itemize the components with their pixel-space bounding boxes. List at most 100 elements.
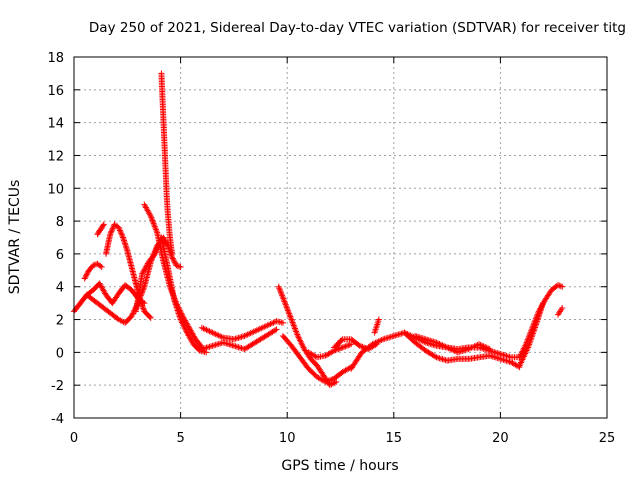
data-point <box>174 301 181 308</box>
x-tick-label: 25 <box>599 431 616 446</box>
data-point <box>275 283 282 290</box>
data-point <box>290 321 297 328</box>
data-point <box>116 227 123 234</box>
y-tick-label: -4 <box>51 412 64 427</box>
data-point <box>148 216 155 223</box>
data-point <box>118 230 125 237</box>
data-point <box>282 301 289 308</box>
data-point <box>169 250 176 257</box>
data-point <box>148 214 155 221</box>
series-track-15 <box>333 337 344 351</box>
data-point <box>171 259 178 266</box>
data-point <box>100 222 107 229</box>
data-point <box>554 282 561 289</box>
series-track-3 <box>94 221 107 238</box>
data-point <box>83 272 90 279</box>
data-point <box>174 303 181 310</box>
data-point <box>129 311 136 318</box>
data-point <box>356 342 363 349</box>
series-track-17 <box>371 316 382 336</box>
data-point <box>287 315 294 322</box>
data-point <box>559 305 566 312</box>
data-point <box>288 316 295 323</box>
data-point <box>280 297 287 304</box>
data-point <box>276 286 283 293</box>
data-point <box>540 300 547 307</box>
y-tick-label: 16 <box>47 84 64 99</box>
y-axis-label: SDTVAR / TECUs <box>7 180 23 295</box>
data-point <box>293 329 300 336</box>
data-point <box>150 219 157 226</box>
data-point <box>272 327 279 334</box>
data-point <box>115 224 122 231</box>
data-point <box>329 348 336 355</box>
data-point <box>97 262 104 269</box>
plot-frame <box>73 56 608 419</box>
y-tick-label: 10 <box>47 182 64 197</box>
data-point <box>346 341 353 348</box>
data-point <box>147 213 154 220</box>
y-tick-label: -2 <box>51 379 64 394</box>
data-point <box>296 335 303 342</box>
data-point <box>277 289 284 296</box>
data-point <box>140 305 147 312</box>
data-point <box>176 307 183 314</box>
data-point <box>295 334 302 341</box>
series-track-11 <box>275 283 340 389</box>
series-track-5 <box>83 280 148 307</box>
data-point <box>291 324 298 331</box>
data-point <box>153 228 160 235</box>
data-point <box>81 275 88 282</box>
data-point <box>279 319 286 326</box>
tick-labels: 0 5 10 15 20 25 -4 -2 0 2 4 6 8 10 12 14 16 18 <box>47 51 615 446</box>
data-point <box>152 249 159 256</box>
grid-lines <box>74 57 607 418</box>
series-track-9 <box>198 318 286 343</box>
data-point <box>171 258 178 265</box>
data-point <box>432 353 439 360</box>
data-point <box>108 228 115 235</box>
data-point <box>323 378 330 385</box>
data-point <box>107 229 114 236</box>
data-point <box>277 288 284 295</box>
data-point <box>147 314 154 321</box>
data-point <box>557 283 564 290</box>
data-point <box>322 378 329 385</box>
data-point <box>109 226 116 233</box>
data-point <box>109 225 116 232</box>
data-point <box>177 308 184 315</box>
x-tick-label: 0 <box>70 431 78 446</box>
series-track-10 <box>198 326 280 353</box>
data-point <box>176 305 183 312</box>
data-point <box>172 297 179 304</box>
data-point <box>328 376 335 383</box>
data-point <box>299 341 306 348</box>
data-point <box>175 304 182 311</box>
data-point <box>294 332 301 339</box>
data-point <box>169 291 176 298</box>
data-point <box>107 231 114 238</box>
data-point <box>146 313 153 320</box>
data-point <box>181 325 188 332</box>
data-point <box>166 283 173 290</box>
series-track-19 <box>412 332 493 356</box>
data-point <box>297 338 304 345</box>
data-point <box>341 343 348 350</box>
data-point <box>276 285 283 292</box>
data-point <box>486 346 493 353</box>
data-point <box>338 344 345 351</box>
data-point <box>163 239 170 246</box>
data-point <box>282 300 289 307</box>
data-point <box>293 328 300 335</box>
data-point <box>98 264 105 271</box>
data-point <box>169 255 176 262</box>
data-point <box>299 343 306 350</box>
y-tick-label: 2 <box>56 314 64 329</box>
data-point <box>281 298 288 305</box>
data-point <box>90 262 97 269</box>
data-point <box>149 217 156 224</box>
x-axis-label: GPS time / hours <box>281 458 398 474</box>
data-point <box>289 319 296 326</box>
data-point <box>116 226 123 233</box>
